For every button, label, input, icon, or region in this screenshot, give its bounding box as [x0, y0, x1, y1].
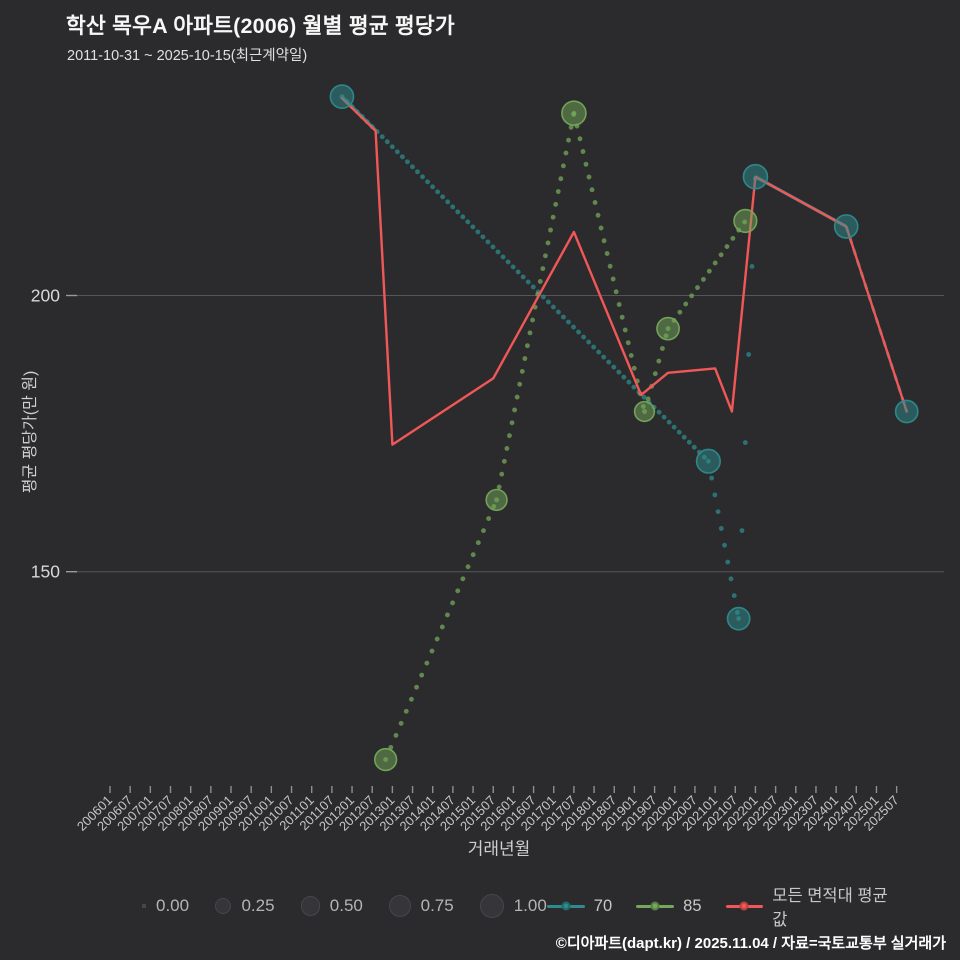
data-point-85[interactable] [561, 100, 587, 127]
size-marker-circle-icon [479, 894, 504, 918]
series-legend-label: 70 [593, 896, 613, 915]
x-axis-title: 거래년월 [467, 839, 531, 859]
size-legend-value: 0.25 [241, 896, 275, 915]
size-legend: 0.00 0.25 0.50 0.75 1.00 [142, 894, 547, 918]
size-legend-value: 0.00 [156, 896, 190, 915]
y-axis-title: 평균 평당가(만 원) [22, 370, 39, 494]
series-marker-icon [636, 901, 675, 911]
series-connector [705, 458, 742, 622]
series-connector [665, 218, 748, 332]
average-line [340, 97, 908, 446]
series-legend-label: 모든 면적대 평균값 [772, 887, 888, 929]
data-point-85[interactable] [373, 747, 398, 772]
watermark: ©디아파트(dapt.kr) / 2025.11.04 / 자료=국토교통부 실… [555, 935, 946, 952]
data-point-85[interactable] [485, 488, 508, 512]
data-point-85[interactable] [656, 316, 680, 341]
chart-subtitle: 2011-10-31 ~ 2025-10-15(최근계약일) [67, 48, 308, 64]
data-point-70[interactable] [833, 214, 859, 239]
series-legend-item-70[interactable]: 70 [546, 896, 613, 916]
series-legend-label: 85 [683, 896, 702, 915]
series-legend-item-85[interactable]: 85 [636, 896, 702, 916]
data-point-70[interactable] [695, 448, 721, 474]
series-connector [642, 326, 671, 414]
data-point-85[interactable] [633, 400, 656, 423]
data-point-70[interactable] [329, 84, 355, 109]
size-marker-circle-icon [300, 896, 320, 916]
data-point-70[interactable] [742, 163, 769, 190]
size-marker-circle-icon [215, 897, 232, 915]
series-connector [571, 110, 647, 414]
size-marker-square-icon [142, 904, 146, 908]
size-legend-item: 0.25 [215, 896, 275, 916]
size-legend-value: 0.50 [329, 896, 363, 915]
data-point-70[interactable] [726, 606, 751, 631]
legend: 0.00 0.25 0.50 0.75 1.00 70 85 모든 면적대 평균값 [142, 887, 902, 929]
size-marker-circle-icon [388, 895, 411, 917]
series-legend: 70 85 모든 면적대 평균값 [546, 882, 902, 930]
series-marker-icon [546, 901, 585, 911]
y-tick-label: 200 [31, 286, 60, 306]
size-legend-item: 0.75 [388, 895, 454, 917]
series-connector [383, 497, 499, 762]
size-legend-value: 1.00 [513, 896, 547, 915]
size-legend-item: 1.00 [479, 894, 547, 918]
y-tick-label: 150 [31, 562, 60, 582]
series-marker-icon [725, 901, 764, 911]
series-connector [736, 174, 758, 622]
series-connector [494, 110, 577, 503]
chart-title: 학산 목우A 아파트(2006) 월별 평균 평당가 [66, 14, 455, 38]
series-legend-item-모든 면적대 평균값[interactable]: 모든 면적대 평균값 [725, 882, 902, 930]
data-point-85[interactable] [733, 208, 758, 234]
size-legend-item: 0.50 [300, 896, 363, 916]
data-point-70[interactable] [894, 399, 919, 424]
size-legend-value: 0.75 [420, 896, 454, 915]
size-legend-item: 0.00 [142, 896, 189, 916]
